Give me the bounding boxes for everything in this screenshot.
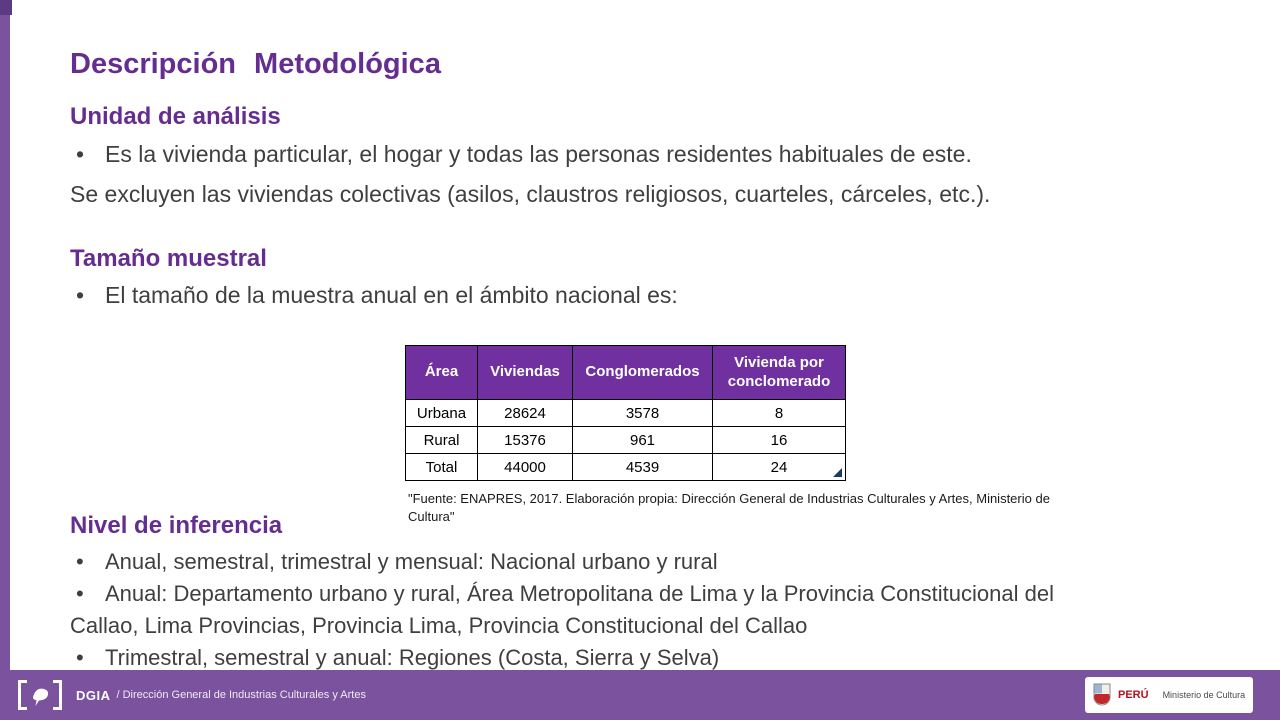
gov-badge: PERÚ Ministerio de Cultura (1085, 677, 1253, 713)
heading-tamano-muestral: Tamaño muestral (70, 245, 267, 272)
col-header-area: Área (405, 345, 478, 400)
cell-viviendas: 15376 (477, 426, 573, 454)
footer-bar: DGIA / Dirección General de Industrias C… (0, 670, 1280, 720)
cell-viviendas: 44000 (477, 453, 573, 481)
ministry-label: Ministerio de Cultura (1162, 689, 1246, 700)
tamano-bullet: El tamaño de la muestra anual en el ámbi… (70, 282, 678, 309)
cell-vivienda-por-conglomerado: 24 (712, 453, 846, 481)
nivel-bullet-3: Trimestral, semestral y anual: Regiones … (70, 645, 719, 671)
source-note: "Fuente: ENAPRES, 2017. Elaboración prop… (408, 491, 1050, 524)
table-corner-artifact (833, 468, 842, 477)
col-header-vivienda-por-conglomerado: Vivienda por conclomerado (712, 345, 846, 400)
table-row-rural: Rural 15376 961 16 (405, 426, 846, 454)
peru-coat-of-arms-icon (1093, 683, 1111, 706)
table-header-row: Área Viviendas Conglomerados Vivienda po… (405, 345, 846, 400)
unidad-bullet: Es la vivienda particular, el hogar y to… (70, 141, 972, 168)
page-title: Descripción Metodológica (70, 48, 441, 80)
heading-unidad-de-analisis: Unidad de análisis (70, 103, 281, 130)
table-row-urbana: Urbana 28624 3578 8 (405, 399, 846, 427)
dgia-logo-block: DGIA / Dirección General de Industrias C… (18, 670, 366, 720)
col-header-conglomerados: Conglomerados (572, 345, 713, 400)
col-header-viviendas: Viviendas (477, 345, 573, 400)
dgia-name: / Dirección General de Industrias Cultur… (116, 689, 366, 701)
cell-conglomerados: 4539 (572, 453, 713, 481)
unidad-continuation: Se excluyen las viviendas colectivas (as… (70, 181, 991, 207)
cell-conglomerados: 3578 (572, 399, 713, 427)
cell-area: Urbana (405, 399, 478, 427)
peru-label: PERÚ (1118, 689, 1149, 701)
bird-icon (30, 683, 50, 707)
dgia-acronym: DGIA (76, 687, 111, 703)
cell-conglomerados: 961 (572, 426, 713, 454)
cell-area: Rural (405, 426, 478, 454)
left-accent-bar (0, 0, 10, 670)
cell-viviendas: 28624 (477, 399, 573, 427)
cell-vivienda-por-conglomerado: 16 (712, 426, 846, 454)
nivel-bullet-2-continuation: Callao, Lima Provincias, Provincia Lima,… (70, 613, 808, 638)
heading-nivel-de-inferencia: Nivel de inferencia (70, 512, 283, 539)
nivel-bullet-1: Anual, semestral, trimestral y mensual: … (70, 549, 718, 575)
bracket-right-icon (53, 680, 62, 710)
nivel-bullet-2: Anual: Departamento urbano y rural, Área… (70, 581, 1054, 607)
bracket-left-icon (18, 680, 27, 710)
table-row-total: Total 44000 4539 24 (405, 453, 846, 481)
cell-area: Total (405, 453, 478, 481)
left-accent-bar-cap (0, 0, 12, 15)
sample-size-table: Área Viviendas Conglomerados Vivienda po… (405, 345, 846, 481)
cell-vivienda-por-conglomerado: 8 (712, 399, 846, 427)
